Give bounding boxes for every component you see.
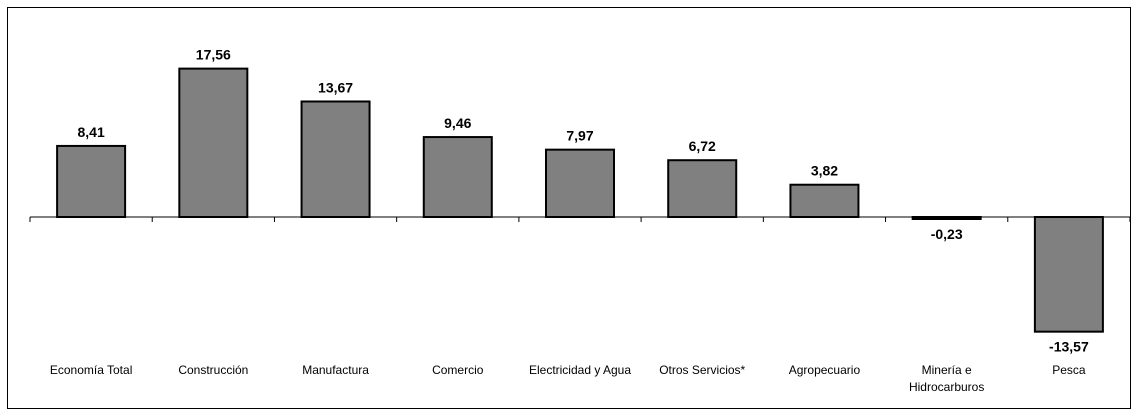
- data-label: 8,41: [77, 124, 104, 140]
- bar: [667, 159, 738, 219]
- category-label: Manufactura: [302, 363, 369, 377]
- data-label: -0,23: [931, 226, 963, 242]
- data-label: 6,72: [689, 138, 716, 154]
- data-label: 7,97: [566, 128, 593, 144]
- category-label: Hidrocarburos: [909, 380, 984, 394]
- data-label: 3,82: [811, 163, 838, 179]
- data-label: -13,57: [1049, 339, 1089, 355]
- bar: [545, 148, 615, 218]
- labels-layer: 8,41 Economía Total 17,56 Construcción 13,67…: [50, 47, 1089, 394]
- bar: [178, 67, 249, 218]
- category-label: Construcción: [178, 363, 248, 377]
- data-label: 17,56: [196, 47, 231, 63]
- bar: [1033, 216, 1104, 333]
- bar: [422, 136, 493, 218]
- category-label: Pesca: [1052, 363, 1086, 377]
- bars-layer: [56, 67, 1104, 333]
- data-label: 13,67: [318, 79, 353, 95]
- category-label: Economía Total: [50, 363, 133, 377]
- bar: [300, 100, 371, 218]
- category-label: Otros Servicios*: [659, 363, 745, 377]
- category-label: Agropecuario: [789, 363, 861, 377]
- bar: [911, 216, 982, 220]
- category-label: Minería e: [922, 363, 972, 377]
- category-label: Comercio: [432, 363, 484, 377]
- category-label: Electricidad y Agua: [529, 363, 631, 377]
- bar: [56, 144, 127, 218]
- data-label: 9,46: [444, 115, 471, 131]
- bar: [789, 183, 860, 218]
